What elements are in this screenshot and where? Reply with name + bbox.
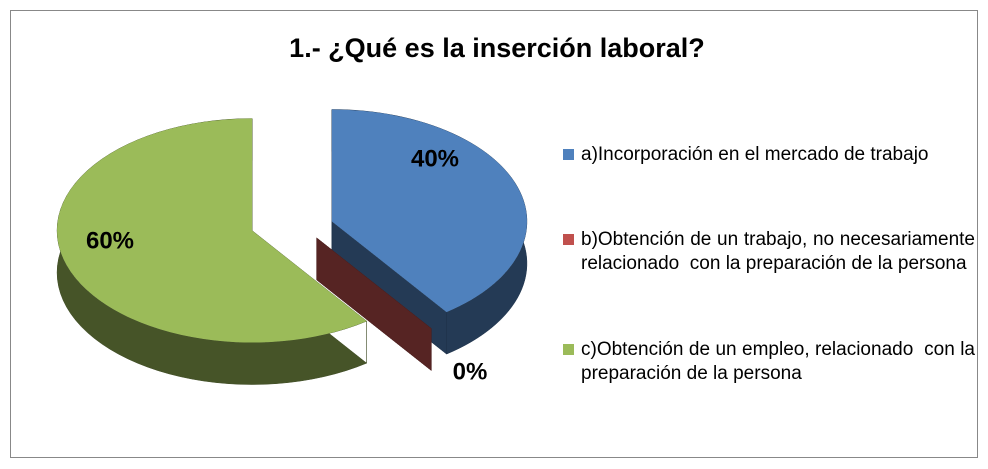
chart-title: 1.- ¿Qué es la inserción laboral? (289, 33, 705, 63)
legend-label: a)Incorporación en el mercado de trabajo (581, 144, 929, 165)
legend-label: c)Obtención de un empleo, relacionado co… (581, 339, 975, 384)
legend-swatch (563, 344, 574, 355)
legend-swatch (563, 234, 574, 245)
data-label: 0% (453, 358, 488, 385)
legend-label: b)Obtención de un trabajo, no necesariam… (581, 229, 975, 274)
data-label: 60% (86, 227, 134, 254)
data-label: 40% (411, 145, 459, 172)
legend-swatch (563, 149, 574, 160)
pie-slice-side (316, 237, 432, 372)
pie-slice (331, 109, 527, 313)
legend-entry: b)Obtención de un trabajo, no necesariam… (563, 228, 975, 276)
legend-entry: c)Obtención de un empleo, relacionado co… (563, 338, 975, 386)
legend-entry: a)Incorporación en el mercado de trabajo (563, 143, 975, 167)
pie-slice (57, 118, 367, 343)
